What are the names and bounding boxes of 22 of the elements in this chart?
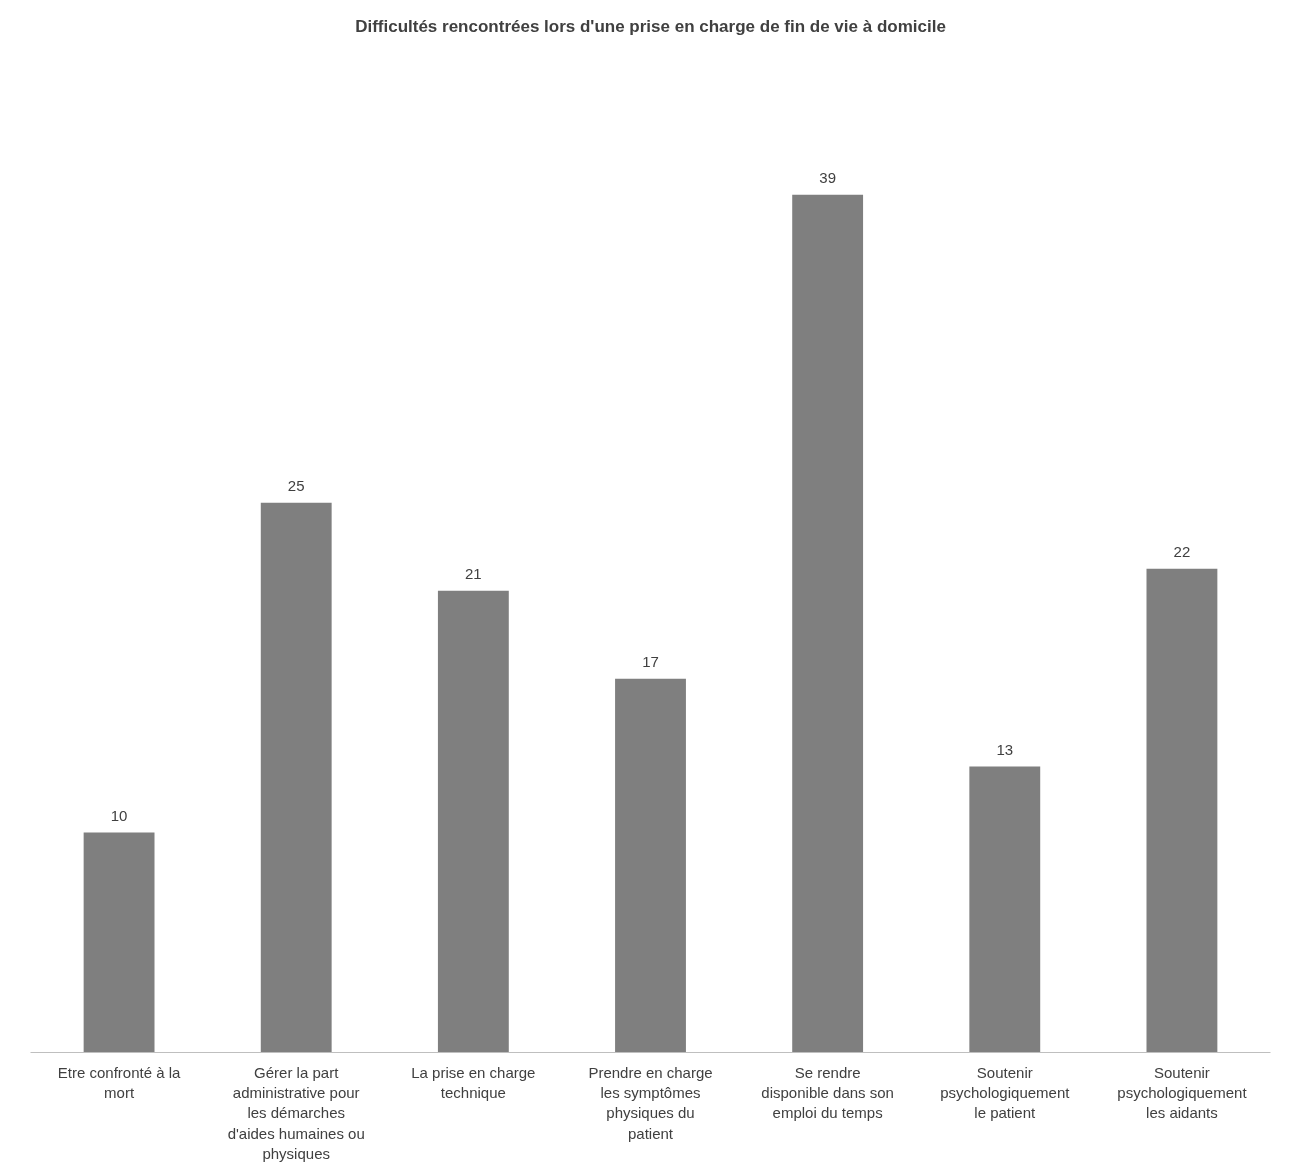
x-tick-label: Soutenir psychologiquement les aidants [1117,1063,1248,1122]
data-label: 21 [465,564,482,582]
data-label: 10 [110,806,128,824]
x-tick-label: Prendre en charge les symptômes physiques du patient [588,1063,713,1142]
bar [969,766,1041,1053]
chart-title: Difficultés rencontrées lors d'une prise en charge de fin de vie à domicile [355,16,946,36]
bar [1146,568,1218,1053]
data-label: 39 [819,168,836,186]
x-tick-label: Gérer la part administrative pour les démarches d'aides humaines ou physiques [227,1063,365,1163]
x-tick-label: Etre confronté à la mort [57,1063,182,1101]
x-tick-label: Soutenir psychologiquement le patient [940,1063,1071,1122]
bar [437,590,509,1053]
x-tick-label: Se rendre disponible dans son emploi du temps [761,1063,894,1122]
bar [83,832,155,1053]
bar [260,502,332,1053]
data-label: 22 [1173,542,1191,560]
x-tick-label: La prise en charge technique [411,1063,536,1101]
bar [792,194,864,1053]
bar [615,678,686,1053]
data-label: 13 [996,740,1014,758]
data-label: 17 [642,652,659,670]
data-label: 25 [287,476,305,494]
